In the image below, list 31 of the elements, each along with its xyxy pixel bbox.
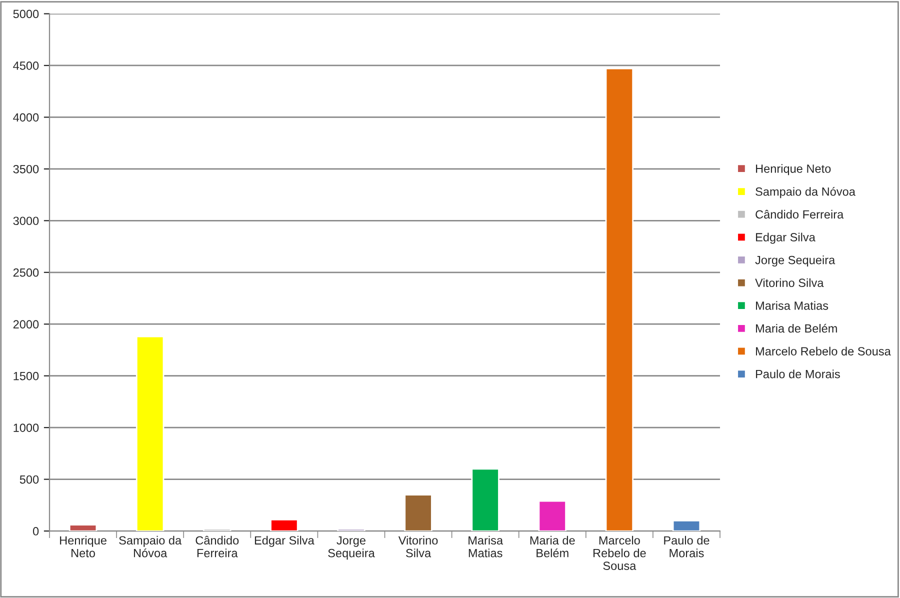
x-tick-label: Jorge Sequeira	[328, 536, 375, 560]
y-tick-label: 4500	[13, 62, 39, 70]
legend-label: Henrique Neto	[756, 164, 831, 176]
x-tick-label: Cândido Ferreira	[196, 536, 239, 558]
legend-label: Vitorino Silva	[755, 278, 824, 288]
x-tick-label: Paulo de Morais	[664, 536, 710, 558]
legend-label: Maria de Belém	[756, 324, 837, 333]
y-tick-label: 1000	[14, 424, 39, 432]
x-tick-label: Henrique Neto	[60, 536, 106, 558]
y-tick-label: 4000	[13, 113, 39, 122]
legend-label: Jorge Sequeira	[755, 256, 836, 267]
y-tick-label: 3000	[13, 216, 39, 226]
legend-label: Cândido Ferreira	[756, 210, 844, 219]
y-tick-label: 3500	[13, 164, 39, 174]
x-tick-label: Vitorino Silva	[398, 536, 438, 558]
y-tick-label: 0	[32, 527, 39, 536]
x-tick-label: Sampaio da Nóvoa	[119, 536, 182, 558]
x-tick-label: Edgar Silva	[254, 536, 314, 547]
x-tick-label: Marcelo Rebelo de Sousa	[593, 536, 646, 570]
legend-label: Paulo de Morais	[756, 370, 840, 378]
legend-label: Marisa Matias	[756, 301, 828, 310]
x-tick-label: Marisa Matias	[468, 536, 504, 558]
legend-label: Marcelo Rebelo de Sousa	[756, 346, 891, 356]
y-tick-label: 1500	[14, 372, 39, 380]
y-tick-label: 2000	[13, 320, 39, 329]
x-tick-label: Maria de Belém	[530, 536, 575, 558]
y-tick-label: 500	[20, 475, 39, 484]
y-tick-label: 5000	[13, 10, 39, 18]
legend-label: Sampaio da Nóvoa	[756, 186, 856, 198]
legend-label: Edgar Silva	[756, 232, 816, 244]
y-tick-label: 2500	[13, 268, 39, 277]
